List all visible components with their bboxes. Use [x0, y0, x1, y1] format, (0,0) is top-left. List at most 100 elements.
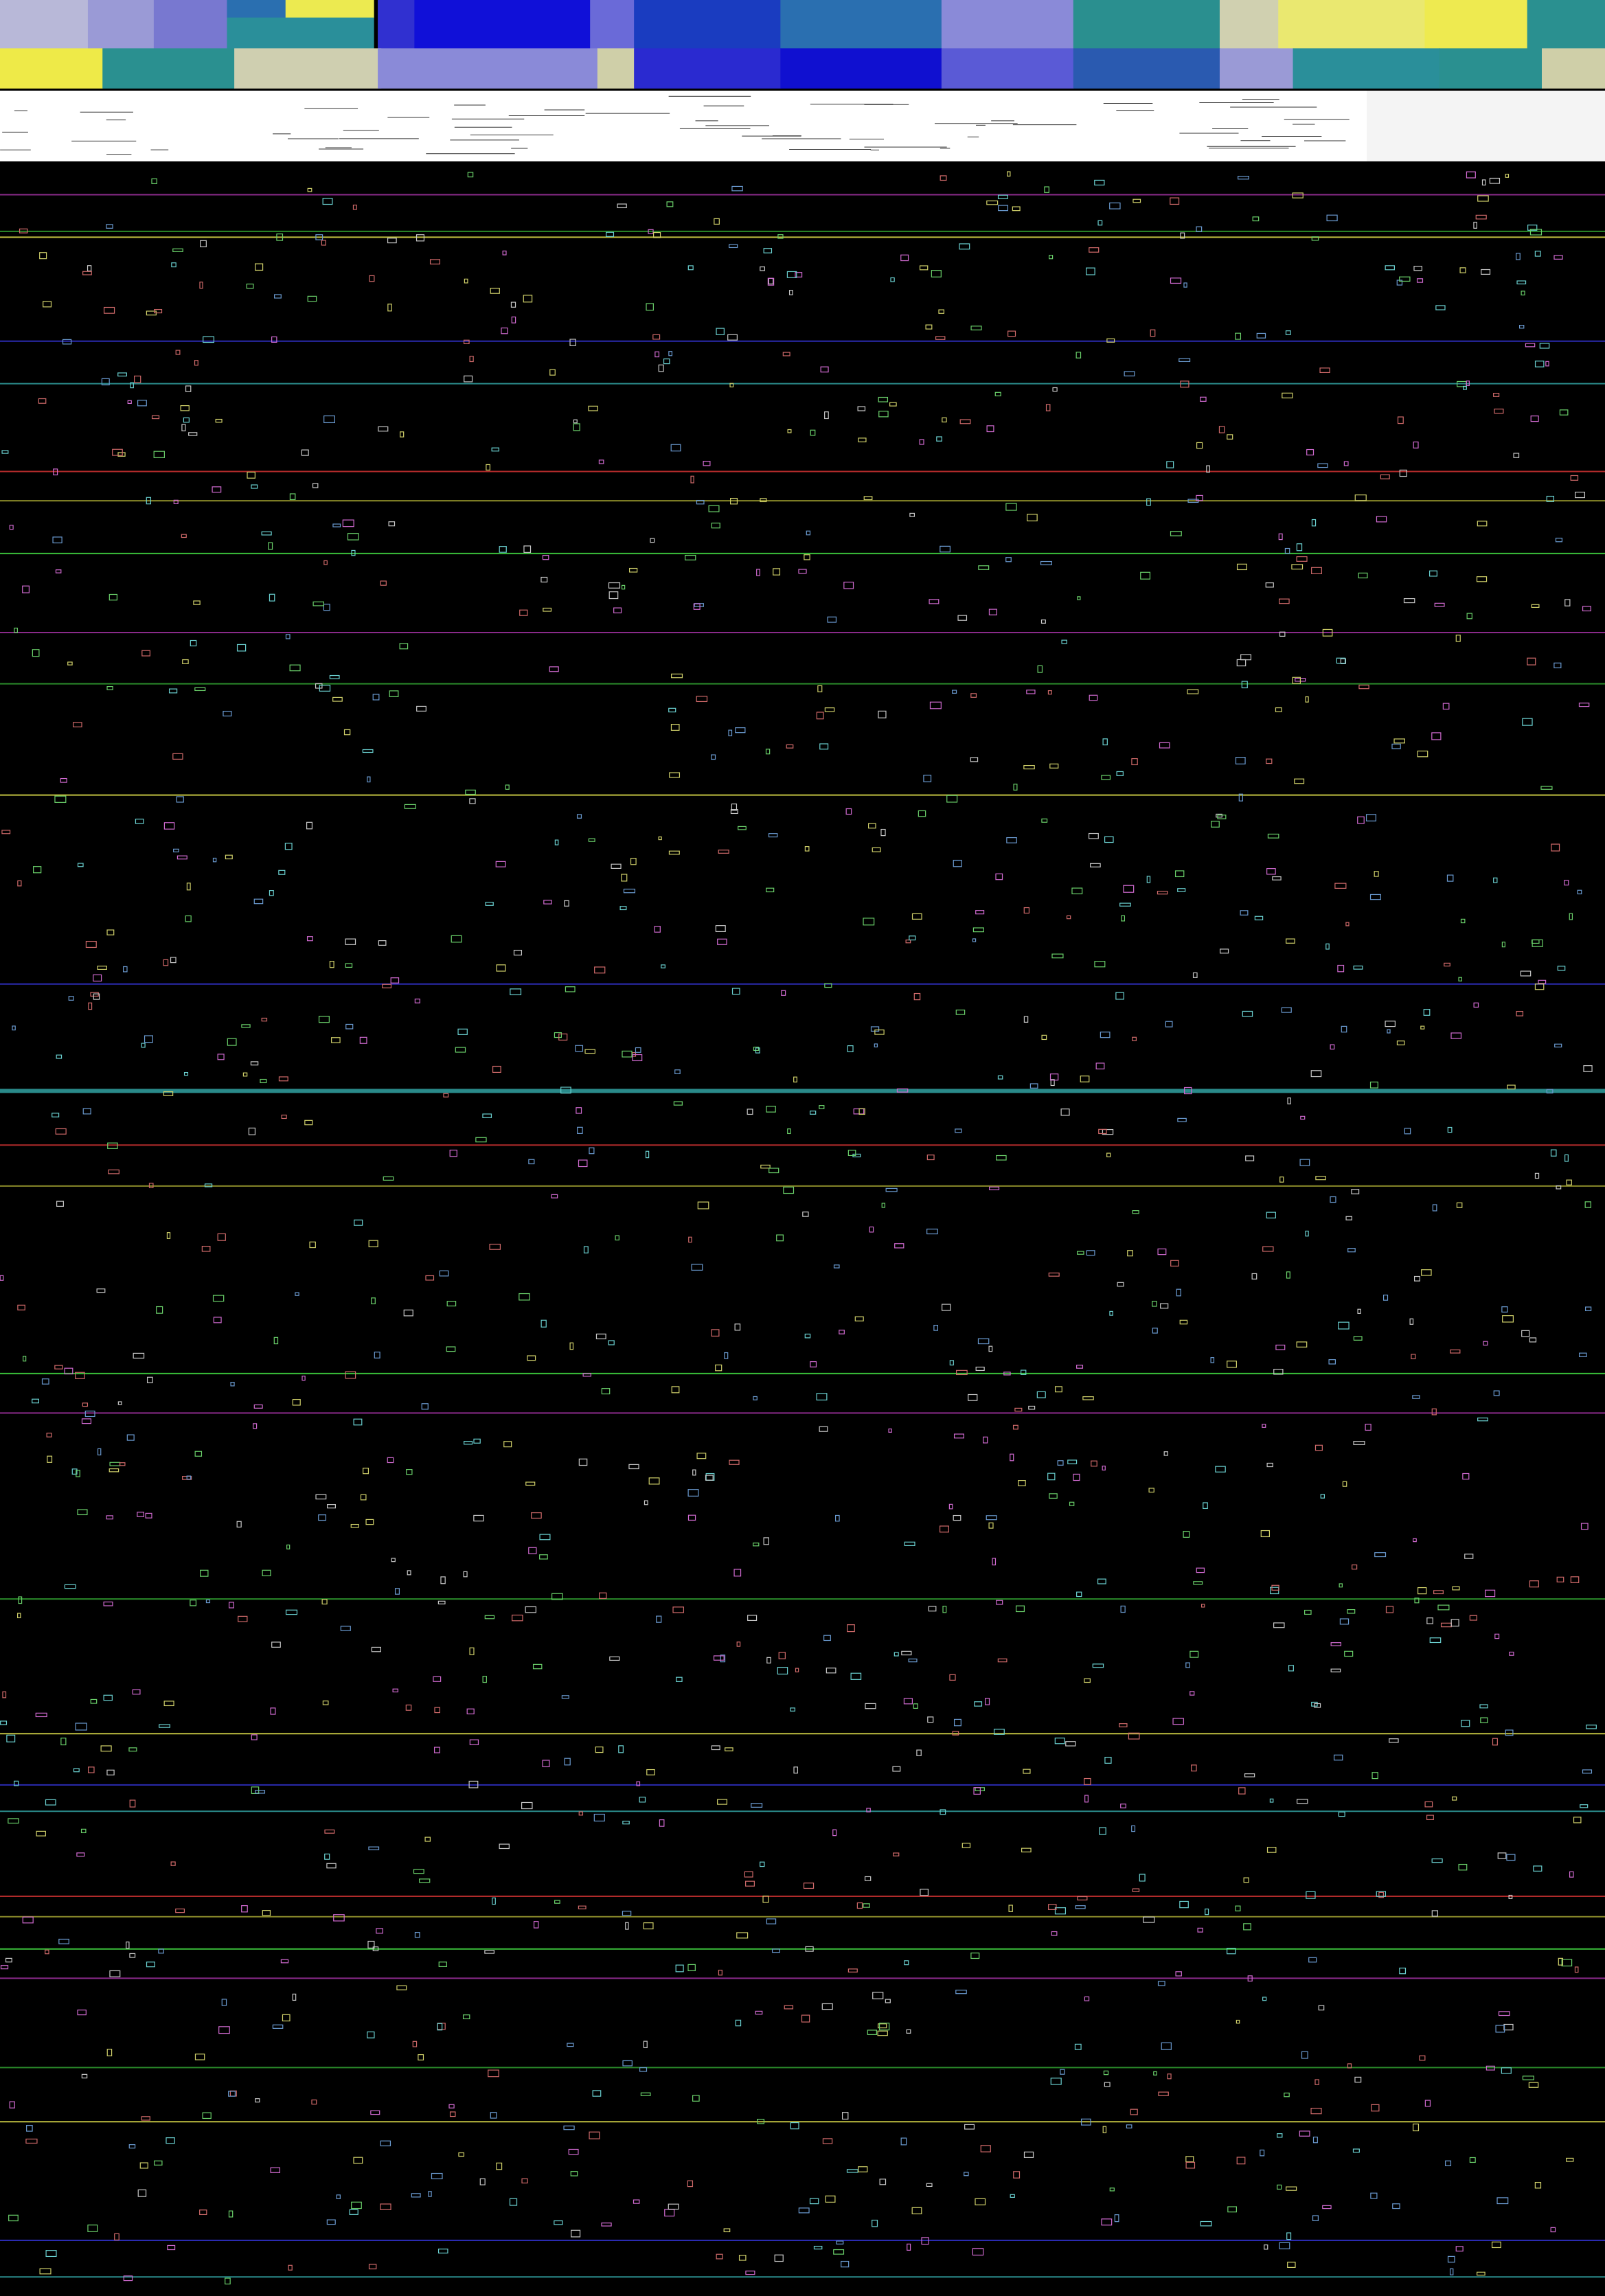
feature [380, 580, 387, 586]
feature [253, 1423, 258, 1429]
color-block [227, 17, 374, 49]
feature [1502, 1315, 1514, 1323]
feature [1235, 332, 1242, 340]
feature [821, 2003, 833, 2010]
feature [194, 1451, 203, 1457]
feature [106, 685, 113, 690]
feature [1243, 1877, 1249, 1883]
feature [984, 1698, 990, 1705]
feature [1238, 1787, 1246, 1795]
feature [109, 593, 118, 601]
feature [1114, 2214, 1119, 2223]
feature [1179, 358, 1191, 363]
feature [816, 1393, 828, 1401]
feature [1077, 596, 1081, 600]
feature [424, 1837, 431, 1842]
feature [1200, 2220, 1212, 2227]
feature [312, 483, 319, 488]
feature [911, 913, 922, 920]
feature [1076, 1591, 1082, 1598]
feature [1393, 738, 1405, 744]
feature [1477, 2271, 1486, 2276]
feature [1148, 1488, 1154, 1493]
feature [1091, 1460, 1097, 1467]
feature [1397, 416, 1404, 424]
feature [81, 1418, 92, 1424]
feature [315, 1494, 327, 1500]
feature [56, 1054, 62, 1059]
feature [1459, 267, 1466, 273]
feature [1527, 657, 1536, 666]
feature [1378, 1891, 1384, 1898]
feature [1494, 408, 1504, 414]
feature [654, 351, 660, 358]
feature [286, 1544, 291, 1549]
feature [1054, 1907, 1067, 1915]
feature [170, 1861, 176, 1866]
feature [1530, 416, 1539, 422]
feature [101, 378, 110, 386]
feature [1399, 469, 1407, 477]
feature [1227, 1948, 1236, 1955]
feature [1157, 1248, 1167, 1255]
feature [978, 565, 990, 570]
feature [318, 1514, 327, 1521]
feature [1466, 380, 1470, 386]
feature [1296, 556, 1308, 562]
feature [1052, 387, 1058, 392]
feature [929, 599, 940, 604]
feature [931, 270, 942, 277]
feature [1292, 677, 1301, 684]
feature [1417, 750, 1428, 758]
feature [872, 847, 881, 852]
feature [82, 1402, 89, 1407]
feature [606, 231, 615, 237]
feature [76, 1852, 85, 1857]
feature [964, 2172, 969, 2176]
feature [633, 2199, 640, 2204]
feature [1528, 2082, 1539, 2088]
feature [451, 935, 462, 943]
feature [948, 1503, 953, 1510]
feature [485, 902, 494, 906]
feature [826, 1668, 836, 1674]
feature [200, 240, 207, 247]
feature [1157, 891, 1168, 895]
feature [1353, 965, 1363, 970]
feature [731, 988, 740, 995]
feature [595, 1746, 604, 1753]
feature [1152, 1300, 1157, 1307]
feature [1185, 2156, 1194, 2163]
feature [787, 429, 792, 433]
feature [1187, 689, 1199, 694]
feature [1084, 1996, 1090, 2001]
feature [1254, 916, 1264, 920]
feature [1358, 684, 1369, 690]
feature [1104, 836, 1114, 843]
feature [1522, 2076, 1534, 2080]
feature [429, 259, 441, 265]
feature [414, 1932, 420, 1938]
feature [212, 857, 217, 863]
feature [1275, 707, 1282, 712]
feature [592, 2090, 602, 2097]
feature [521, 2178, 528, 2184]
feature [205, 1599, 211, 1604]
feature [1575, 491, 1586, 499]
feature [190, 1600, 197, 1606]
feature [997, 194, 1008, 199]
feature [554, 1032, 562, 1038]
feature [185, 385, 192, 392]
feature [484, 1615, 495, 1619]
feature [172, 248, 183, 252]
feature [236, 644, 247, 652]
feature [1319, 367, 1330, 374]
feature [1339, 1583, 1343, 1588]
feature [644, 1500, 648, 1505]
feature [67, 661, 73, 666]
feature [1238, 793, 1243, 802]
feature [975, 2198, 986, 2205]
feature [269, 890, 274, 896]
feature [8, 1818, 19, 1824]
